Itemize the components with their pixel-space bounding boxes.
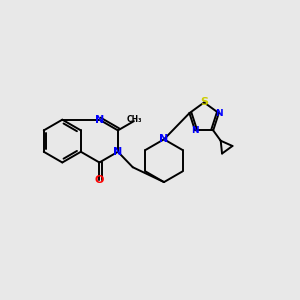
Text: N: N bbox=[95, 115, 104, 125]
Text: S: S bbox=[200, 98, 208, 107]
Text: O: O bbox=[95, 175, 104, 185]
Text: N: N bbox=[113, 147, 122, 157]
Text: N: N bbox=[215, 109, 223, 118]
Text: N: N bbox=[191, 126, 199, 135]
Text: N: N bbox=[159, 134, 169, 144]
Text: CH₃: CH₃ bbox=[126, 115, 142, 124]
